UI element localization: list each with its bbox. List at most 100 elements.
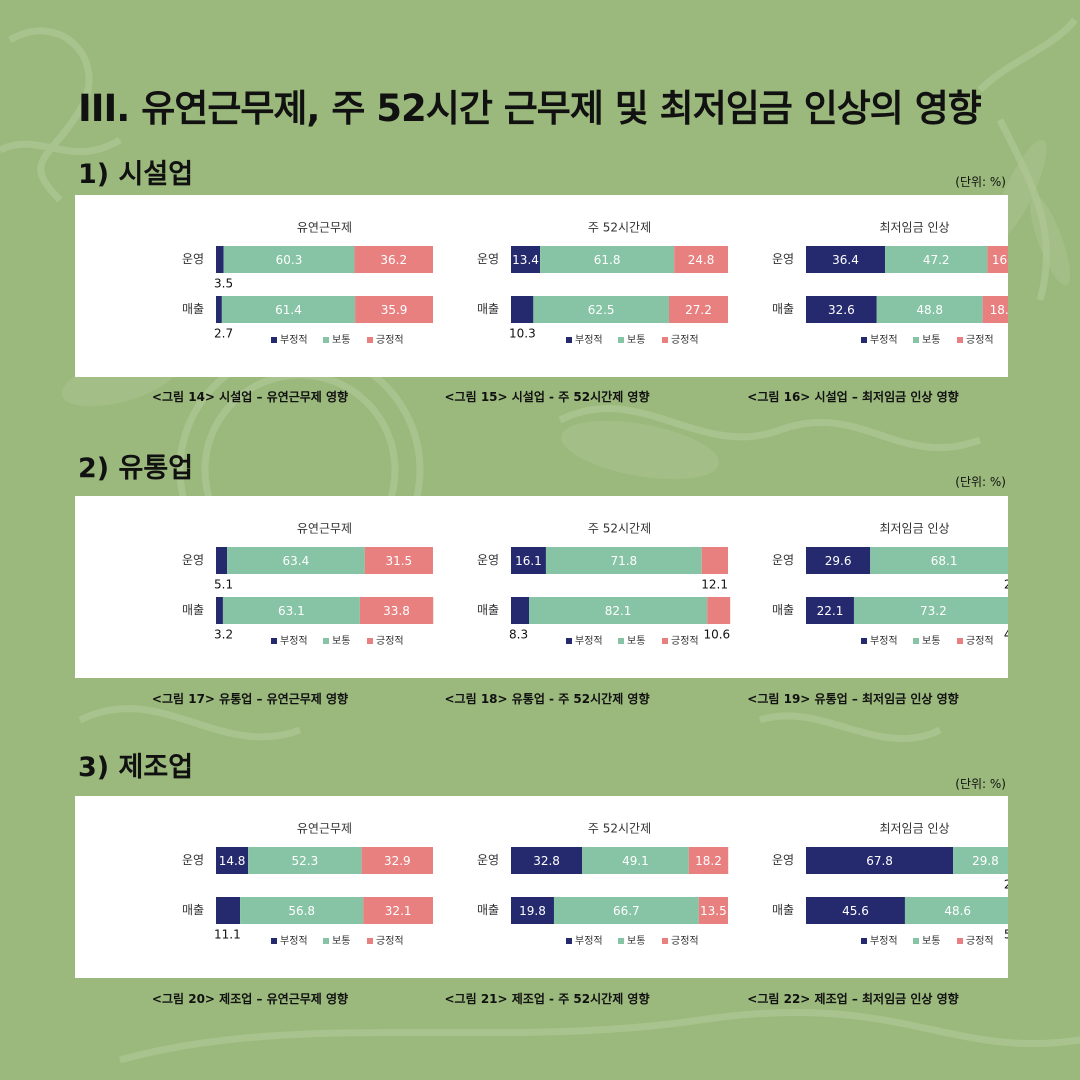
legend-swatch-positive <box>957 638 963 644</box>
chart-title: 유연근무제 <box>297 822 352 836</box>
legend-swatch-neutral <box>913 638 919 644</box>
bar-segment-neutral <box>870 547 1008 574</box>
data-label: 24.8 <box>688 253 715 267</box>
chart-title: 주 52시간제 <box>588 221 651 235</box>
legend-label: 부정적 <box>280 334 308 346</box>
category-label: 운영 <box>182 853 204 867</box>
data-label: 10.6 <box>703 628 730 642</box>
category-label: 운영 <box>772 853 794 867</box>
bar-segment-neutral <box>582 847 689 874</box>
legend-label: 보통 <box>332 935 350 947</box>
legend-label: 부정적 <box>870 334 898 346</box>
chart-panel-facility: 유연근무제 운영 3.5 60.3 36.2 매출 2.7 61.4 35.9 부정적 보통 긍정적 … <box>75 195 1008 377</box>
bar-segment-neutral <box>533 296 669 323</box>
legend-label: 보통 <box>922 635 940 647</box>
legend-label: 긍정적 <box>376 334 404 346</box>
category-label: 매출 <box>772 903 794 917</box>
caption-fig15: <그림 15> 시설업 - 주 52시간제 영향 <box>444 390 650 404</box>
bar-segment-neutral <box>953 847 1008 874</box>
legend-label: 긍정적 <box>966 935 994 947</box>
bar-segment-neutral <box>227 547 365 574</box>
bar-segment-negative <box>511 547 546 574</box>
data-label: 49.1 <box>622 854 649 868</box>
bar-segment-neutral <box>223 246 355 273</box>
chart-title: 유연근무제 <box>297 221 352 235</box>
legend-label: 부정적 <box>575 334 603 346</box>
category-label: 운영 <box>182 553 204 567</box>
data-label: 3.2 <box>214 628 233 642</box>
legend-label: 보통 <box>627 935 645 947</box>
data-label: 62.5 <box>588 303 615 317</box>
legend-swatch-positive <box>957 938 963 944</box>
data-label: 66.7 <box>613 904 640 918</box>
bar-segment-neutral <box>853 597 1008 624</box>
data-label: 5.1 <box>214 578 233 592</box>
data-label: 68.1 <box>931 554 958 568</box>
legend-swatch-neutral <box>913 938 919 944</box>
legend-label: 긍정적 <box>376 635 404 647</box>
category-label: 운영 <box>477 553 499 567</box>
legend-swatch-positive <box>367 938 373 944</box>
bar-segment-neutral <box>545 547 702 574</box>
legend-label: 긍정적 <box>671 635 699 647</box>
category-label: 운영 <box>477 853 499 867</box>
legend-label: 부정적 <box>280 635 308 647</box>
data-label: 48.6 <box>944 904 971 918</box>
data-label: 2.7 <box>214 327 233 341</box>
category-label: 운영 <box>772 252 794 266</box>
legend-swatch-negative <box>566 337 572 343</box>
unit-label: (단위: %) <box>955 777 1006 791</box>
bar-segment-neutral <box>904 897 1008 924</box>
data-label: 19.8 <box>519 904 546 918</box>
data-label: 36.2 <box>380 253 407 267</box>
legend-label: 긍정적 <box>671 935 699 947</box>
bar-segment-neutral <box>529 597 708 624</box>
data-label: 32.1 <box>385 904 412 918</box>
legend-swatch-negative <box>271 337 277 343</box>
legend-label: 부정적 <box>575 935 603 947</box>
data-label: 56.8 <box>288 904 315 918</box>
bar-segment-positive <box>674 246 728 273</box>
bar-segment-negative <box>806 547 871 574</box>
data-label: 18.2 <box>695 854 722 868</box>
data-label: 60.3 <box>276 253 303 267</box>
legend-swatch-positive <box>367 638 373 644</box>
bar-segment-negative <box>806 246 885 273</box>
data-label: 47.2 <box>923 253 950 267</box>
section-title-retail: 2) 유통업 <box>78 453 194 484</box>
category-label: 운영 <box>182 252 204 266</box>
bar-segment-negative <box>216 547 228 574</box>
data-label: 61.8 <box>594 253 621 267</box>
bar-segment-negative <box>511 296 534 323</box>
data-label: 67.8 <box>866 854 893 868</box>
legend-label: 부정적 <box>870 935 898 947</box>
category-label: 운영 <box>772 553 794 567</box>
legend-label: 긍정적 <box>376 935 404 947</box>
legend-swatch-positive <box>662 337 668 343</box>
chart-title: 최저임금 인상 <box>879 221 949 235</box>
legend-swatch-neutral <box>323 638 329 644</box>
legend-swatch-negative <box>566 938 572 944</box>
data-label: 4.7 <box>1004 628 1008 642</box>
legend-label: 보통 <box>627 334 645 346</box>
bar-segment-negative <box>216 847 249 874</box>
bar-segment-negative <box>216 246 224 273</box>
caption-fig22: <그림 22> 제조업 – 최저임금 인상 영향 <box>747 992 959 1006</box>
data-label: 71.8 <box>610 554 637 568</box>
legend-swatch-neutral <box>618 938 624 944</box>
data-label: 12.1 <box>701 578 728 592</box>
legend-label: 보통 <box>332 334 350 346</box>
caption-fig16: <그림 16> 시설업 – 최저임금 인상 영향 <box>747 390 959 404</box>
caption-fig17: <그림 17> 유통업 – 유연근무제 영향 <box>151 692 349 706</box>
legend-swatch-negative <box>566 638 572 644</box>
data-label: 14.8 <box>219 854 246 868</box>
caption-fig21: <그림 21> 제조업 - 주 52시간제 영향 <box>444 992 650 1006</box>
legend-label: 보통 <box>627 635 645 647</box>
legend-swatch-neutral <box>323 337 329 343</box>
legend-swatch-negative <box>861 638 867 644</box>
